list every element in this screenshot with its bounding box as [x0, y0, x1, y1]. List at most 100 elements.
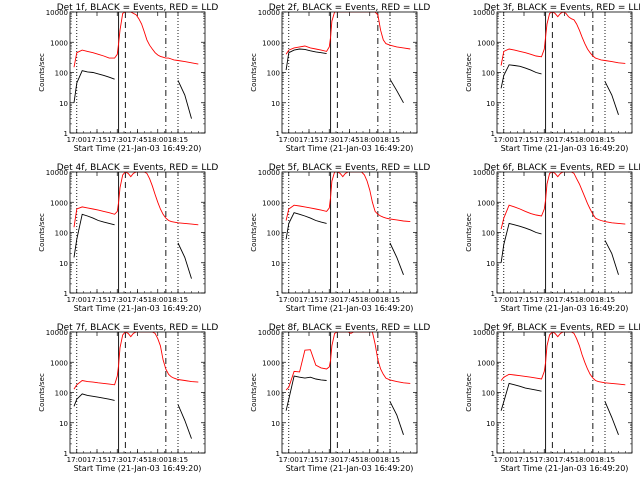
- x-tick-label: 18:15: [380, 296, 400, 304]
- series-events-line: [500, 382, 619, 435]
- x-tick-label: 17:45: [127, 456, 147, 464]
- x-tick-label: 17:45: [554, 296, 574, 304]
- y-tick-label: 1: [276, 290, 280, 298]
- plot-frame: [69, 11, 206, 134]
- series-events-line: [73, 70, 192, 119]
- panel-title: Det 9f, BLACK = Events, RED = LLD: [484, 323, 640, 333]
- y-tick-label: 10: [59, 100, 68, 108]
- x-tick-label: 17:15: [514, 136, 534, 144]
- y-tick-label: 1: [491, 290, 495, 298]
- y-tick-label: 1000: [262, 39, 280, 47]
- x-tick-label: 18:15: [168, 296, 188, 304]
- x-tick-label: 17:45: [554, 456, 574, 464]
- y-tick-label: 100: [482, 70, 495, 78]
- x-tick-label: 17:45: [554, 136, 574, 144]
- y-tick-label: 100: [55, 390, 68, 398]
- x-tick-label: 17:30: [319, 136, 339, 144]
- x-tick-label: 17:00: [67, 456, 87, 464]
- x-axis-label: Start Time (21-Jan-03 16:49:20): [74, 144, 202, 153]
- x-tick-label: 17:45: [339, 296, 359, 304]
- y-tick-label: 100: [482, 390, 495, 398]
- panel-title: Det 6f, BLACK = Events, RED = LLD: [484, 163, 640, 173]
- series-events-line: [73, 393, 192, 439]
- x-tick-label: 17:15: [299, 456, 319, 464]
- y-tick-label: 100: [55, 230, 68, 238]
- x-tick-label: 17:30: [534, 136, 554, 144]
- chart-panel-7: Det 7f, BLACK = Events, RED = LLD 1 10 100 1…: [38, 323, 218, 473]
- x-tick-label: 18:00: [575, 136, 595, 144]
- x-axis-label: Start Time (21-Jan-03 16:49:20): [74, 304, 202, 313]
- y-axis-label: Counts/sec: [250, 53, 258, 92]
- y-axis-label: Counts/sec: [465, 213, 473, 252]
- y-tick-label: 10: [271, 260, 280, 268]
- y-tick-label: 1000: [477, 199, 495, 207]
- y-tick-label: 10: [59, 420, 68, 428]
- y-axis-label: Counts/sec: [465, 373, 473, 412]
- chart-panel-5: Det 5f, BLACK = Events, RED = LLD 1 10 100 1…: [250, 163, 430, 313]
- plot-frame: [69, 331, 206, 454]
- y-tick-label: 1000: [50, 359, 68, 367]
- y-tick-label: 1000: [262, 199, 280, 207]
- x-axis-label: Start Time (21-Jan-03 16:49:20): [501, 144, 629, 153]
- plot-frame: [496, 171, 633, 294]
- y-tick-label: 1: [64, 290, 68, 298]
- y-tick-label: 10000: [473, 9, 495, 17]
- y-tick-label: 10000: [46, 9, 68, 17]
- series-lld-line: [500, 332, 626, 386]
- x-tick-label: 17:15: [299, 136, 319, 144]
- panel-title: Det 3f, BLACK = Events, RED = LLD: [484, 3, 640, 13]
- plot-frame: [281, 331, 418, 454]
- y-tick-label: 1: [491, 130, 495, 138]
- y-tick-label: 10000: [46, 169, 68, 177]
- plot-frame: [496, 11, 633, 134]
- chart-panel-9: Det 9f, BLACK = Events, RED = LLD 1 10 100 1…: [465, 323, 640, 473]
- series-events-line: [500, 64, 619, 115]
- x-axis-label: Start Time (21-Jan-03 16:49:20): [501, 464, 629, 473]
- y-axis-label: Counts/sec: [250, 213, 258, 252]
- y-tick-label: 1000: [50, 199, 68, 207]
- y-tick-label: 100: [267, 390, 280, 398]
- x-tick-label: 17:00: [67, 296, 87, 304]
- panel-title: Det 7f, BLACK = Events, RED = LLD: [57, 323, 219, 333]
- y-tick-label: 1: [491, 450, 495, 458]
- y-tick-label: 1: [64, 450, 68, 458]
- chart-panel-2: Det 2f, BLACK = Events, RED = LLD 1 10 100 1…: [250, 3, 430, 153]
- x-tick-label: 17:00: [494, 136, 514, 144]
- x-tick-label: 17:30: [107, 296, 127, 304]
- x-tick-label: 17:00: [279, 296, 299, 304]
- y-tick-label: 100: [267, 230, 280, 238]
- y-tick-label: 10000: [46, 329, 68, 337]
- x-tick-label: 18:00: [148, 296, 168, 304]
- x-tick-label: 18:00: [360, 456, 380, 464]
- x-axis-label: Start Time (21-Jan-03 16:49:20): [286, 304, 414, 313]
- series-events-line: [500, 222, 619, 275]
- panel-title: Det 5f, BLACK = Events, RED = LLD: [269, 163, 431, 173]
- x-tick-label: 18:15: [380, 456, 400, 464]
- y-tick-label: 10: [486, 260, 495, 268]
- y-tick-label: 100: [55, 70, 68, 78]
- y-tick-label: 1000: [262, 359, 280, 367]
- x-tick-label: 17:15: [299, 296, 319, 304]
- plot-frame: [69, 171, 206, 294]
- x-tick-label: 18:15: [168, 136, 188, 144]
- x-tick-label: 18:00: [360, 296, 380, 304]
- y-tick-label: 100: [267, 70, 280, 78]
- y-tick-label: 1000: [477, 359, 495, 367]
- series-events-line: [73, 213, 192, 279]
- y-tick-label: 1: [276, 450, 280, 458]
- x-axis-label: Start Time (21-Jan-03 16:49:20): [501, 304, 629, 313]
- x-tick-label: 17:15: [87, 136, 107, 144]
- chart-panel-6: Det 6f, BLACK = Events, RED = LLD 1 10 100 1…: [465, 163, 640, 313]
- chart-panel-1: Det 1f, BLACK = Events, RED = LLD 1 10 100 1…: [38, 3, 218, 153]
- x-tick-label: 17:15: [514, 456, 534, 464]
- x-tick-label: 17:45: [339, 136, 359, 144]
- series-lld-line: [285, 172, 411, 223]
- chart-panel-8: Det 8f, BLACK = Events, RED = LLD 1 10 100 1…: [250, 323, 430, 473]
- chart-panel-3: Det 3f, BLACK = Events, RED = LLD 1 10 100 1…: [465, 3, 640, 153]
- x-tick-label: 17:45: [127, 296, 147, 304]
- x-tick-label: 18:15: [595, 296, 615, 304]
- x-tick-label: 17:00: [494, 456, 514, 464]
- x-tick-label: 17:15: [87, 296, 107, 304]
- y-tick-label: 1000: [477, 39, 495, 47]
- x-tick-label: 17:15: [514, 296, 534, 304]
